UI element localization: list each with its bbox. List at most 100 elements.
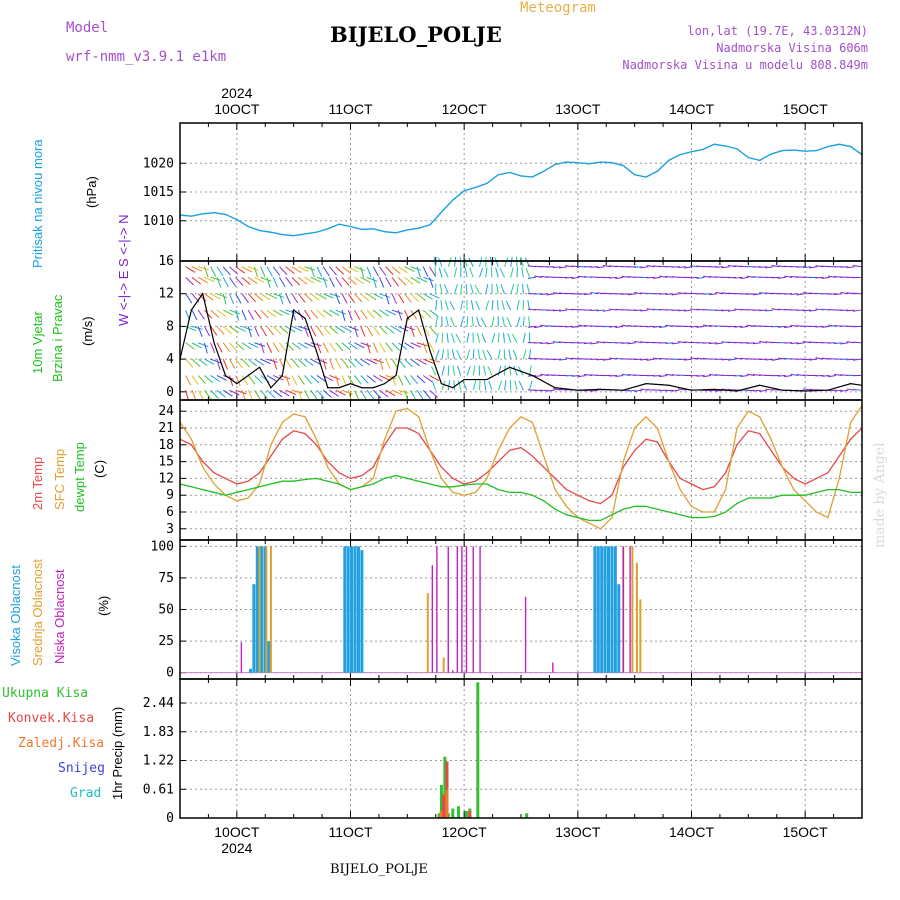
wind-arrow xyxy=(479,267,484,278)
temp-point-0 xyxy=(611,494,613,496)
temp-point-2 xyxy=(304,478,306,481)
cloud-bar-2 xyxy=(240,642,243,673)
wind-arrow xyxy=(397,375,404,386)
wind-arrow xyxy=(702,293,711,295)
wind-arrow xyxy=(466,332,470,343)
temp-point-2 xyxy=(759,497,761,499)
temp-point-0 xyxy=(656,441,659,443)
wind-arrow xyxy=(410,389,417,401)
wind-arrow xyxy=(210,389,219,399)
wind-arrow xyxy=(347,390,352,401)
wind-arrow xyxy=(254,358,265,366)
wind-arrow xyxy=(422,293,433,300)
wind-arrow xyxy=(852,264,861,268)
temp-point-1 xyxy=(327,466,329,468)
pressure-point xyxy=(429,224,431,226)
wind-arrow xyxy=(379,389,389,398)
pressure-point xyxy=(202,213,204,215)
wind-arrow xyxy=(709,389,718,392)
temp-point-0 xyxy=(258,472,261,474)
wind-arrow xyxy=(279,389,290,397)
wind-arrow xyxy=(759,389,768,392)
temp-point-0 xyxy=(440,466,443,468)
wind-arrow xyxy=(285,389,297,395)
wind-arrow xyxy=(216,293,228,299)
wind-arrow xyxy=(272,309,283,317)
wind-arrow xyxy=(310,342,322,347)
wind-arrow xyxy=(310,276,321,283)
wind-arrow xyxy=(840,266,849,268)
wind-arrow xyxy=(272,326,282,335)
pressure-point xyxy=(736,148,738,150)
wind-arrow xyxy=(253,326,260,337)
wind-arrow xyxy=(329,277,335,288)
pressure-point xyxy=(361,228,363,230)
temp-point-2 xyxy=(804,494,806,496)
wind-arrow xyxy=(197,293,207,302)
wind-arrow xyxy=(273,293,284,298)
wind-arrow xyxy=(834,293,843,296)
wind-arrow xyxy=(765,309,774,312)
precip-bar-1 xyxy=(442,794,446,818)
temp-point-1 xyxy=(452,491,454,493)
wind-arrow xyxy=(297,342,308,349)
wind-arrow xyxy=(297,358,307,367)
wind-arrow xyxy=(348,325,359,331)
wind-arrow xyxy=(802,266,811,269)
wind-arrow xyxy=(260,276,272,282)
wind-arrow xyxy=(441,349,445,360)
wind-arrow xyxy=(456,349,462,360)
temp-point-1 xyxy=(793,489,795,491)
wind-arrow xyxy=(304,375,313,385)
wind-arrow xyxy=(423,276,434,282)
model-name: wrf-nmm_v3.9.1 e1km xyxy=(66,49,227,65)
pressure-point xyxy=(622,164,624,167)
cloud-unit-label: (%) xyxy=(96,595,111,616)
pressure-point xyxy=(634,174,636,176)
wind-arrow xyxy=(450,333,455,343)
wind-arrow xyxy=(609,357,618,360)
temp-point-2 xyxy=(247,489,249,491)
wind-axis-label-2: Brzina i Pravac xyxy=(50,294,65,382)
wind-arrow xyxy=(241,325,253,331)
temp-point-1 xyxy=(634,427,636,429)
temp-point-2 xyxy=(702,517,704,519)
wind-arrow xyxy=(247,326,252,338)
wind-arrow xyxy=(659,325,668,329)
wind-arrow xyxy=(203,266,209,278)
wind-arrow xyxy=(366,342,371,354)
wind-arrow xyxy=(203,326,211,337)
wind-arrow xyxy=(453,380,456,391)
wind-arrow xyxy=(241,375,249,386)
wind-arrow xyxy=(279,342,287,352)
wind-arrow xyxy=(546,389,555,392)
wind-arrow xyxy=(784,275,793,278)
wind-arrow xyxy=(291,309,297,321)
wind-arrow xyxy=(684,309,693,312)
wind-arrow xyxy=(540,373,549,376)
wind-arrow xyxy=(222,309,234,316)
wind-arrow xyxy=(197,389,204,401)
wind-arrow xyxy=(615,374,624,377)
wind-arrow xyxy=(191,266,203,272)
wind-arrow xyxy=(197,309,205,320)
pressure-point xyxy=(258,229,261,232)
wind-arrow xyxy=(497,365,502,376)
x-tick-label-bottom: 11OCT xyxy=(328,824,373,840)
temp-point-2 xyxy=(668,511,670,513)
cloud-bar-1 xyxy=(269,546,272,673)
temp-point-2 xyxy=(679,514,681,516)
wind-arrow xyxy=(404,309,410,321)
cloud-bar-0 xyxy=(263,546,267,673)
wind-arrow xyxy=(470,300,474,311)
wind-arrow xyxy=(827,275,836,278)
wind-arrow xyxy=(433,256,437,267)
wind-arrow xyxy=(322,309,333,317)
temp-point-0 xyxy=(213,472,215,474)
wind-arrow xyxy=(354,358,364,367)
wind-arrow xyxy=(734,374,743,377)
pressure-point xyxy=(452,199,454,201)
wind-arrow xyxy=(846,309,855,312)
temp-point-1 xyxy=(497,449,499,451)
wind-arrow xyxy=(397,293,405,304)
